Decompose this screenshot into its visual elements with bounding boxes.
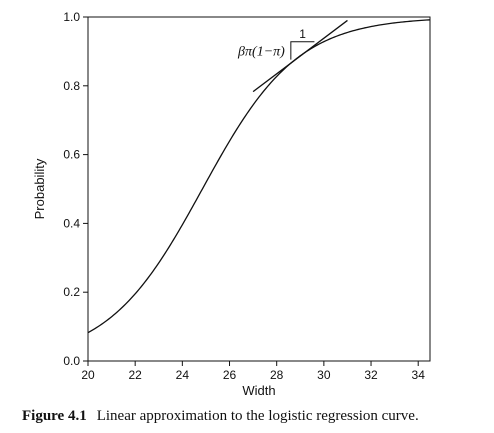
- x-tick-label-32: 32: [364, 368, 378, 382]
- x-tick-label-26: 26: [223, 368, 237, 382]
- y-tick-label-1.0: 1.0: [63, 10, 80, 24]
- y-tick-label-0.2: 0.2: [63, 285, 80, 299]
- y-axis-label: Probability: [32, 158, 47, 219]
- logistic-curve: [87, 19, 431, 334]
- figure-caption: Figure 4.1 Linear approximation to the lo…: [22, 408, 492, 425]
- plot-area: 20 22 24 26 28 30 32 34 0.0 0.2 0.4 0.6 0.8 1.0 βπ(1…: [63, 10, 431, 382]
- y-tick-label-0.6: 0.6: [63, 148, 80, 162]
- y-tick-label-0.4: 0.4: [63, 216, 80, 230]
- plot-frame: [87, 16, 431, 362]
- x-tick-label-20: 20: [81, 368, 95, 382]
- x-tick-label-30: 30: [317, 368, 331, 382]
- x-axis-label: Width: [242, 383, 275, 398]
- tangent-line: [252, 19, 348, 93]
- y-tick-label-0.0: 0.0: [63, 354, 80, 368]
- caption-text: Linear approximation to the logistic reg…: [96, 408, 419, 424]
- x-tick-label-22: 22: [128, 368, 142, 382]
- x-tick-label-24: 24: [176, 368, 190, 382]
- slope-label: βπ(1−π): [237, 45, 285, 60]
- x-tick-label-28: 28: [270, 368, 284, 382]
- y-axis: 0.0 0.2 0.4 0.6 0.8 1.0: [63, 10, 88, 368]
- x-axis: 20 22 24 26 28 30 32 34: [81, 361, 425, 382]
- slope-triangle: [290, 41, 315, 60]
- run-label: 1: [299, 27, 306, 41]
- figure-number: Figure 4.1: [22, 408, 87, 424]
- y-tick-label-0.8: 0.8: [63, 79, 80, 93]
- x-tick-label-34: 34: [412, 368, 426, 382]
